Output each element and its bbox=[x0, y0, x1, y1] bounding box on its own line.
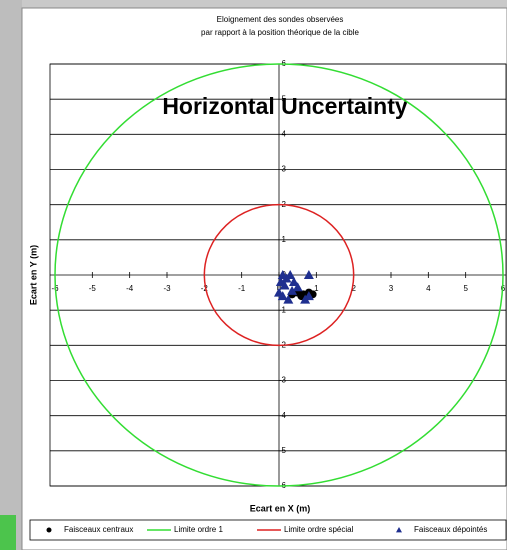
legend-label: Faisceaux centraux bbox=[64, 525, 133, 534]
y-tick-label: 1 bbox=[282, 235, 287, 244]
y-axis-label: Ecart en Y (m) bbox=[28, 245, 38, 305]
background-decoration bbox=[0, 515, 16, 550]
legend-label: Limite ordre spécial bbox=[284, 525, 354, 534]
y-tick-label: -4 bbox=[279, 411, 287, 420]
x-tick-label: 4 bbox=[426, 284, 431, 293]
y-tick-label: 4 bbox=[282, 129, 287, 138]
x-tick-label: 5 bbox=[463, 284, 468, 293]
legend-label: Faisceaux dépointés bbox=[414, 525, 487, 534]
background-panel bbox=[0, 0, 22, 550]
legend-label: Limite ordre 1 bbox=[174, 525, 223, 534]
y-tick-label: -3 bbox=[279, 376, 287, 385]
y-tick-label: -1 bbox=[279, 305, 287, 314]
x-tick-label: -3 bbox=[163, 284, 171, 293]
legend-swatch bbox=[47, 528, 52, 533]
chart-subtitle: par rapport à la position théorique de l… bbox=[201, 28, 359, 37]
chart-title: Eloignement des sondes observées bbox=[217, 15, 344, 24]
y-tick-label: -5 bbox=[279, 446, 287, 455]
annotation: Horizontal Uncertainty bbox=[162, 93, 408, 119]
chart: Eloignement des sondes observées par rap… bbox=[0, 0, 507, 550]
x-axis-label: Ecart en X (m) bbox=[250, 503, 311, 513]
x-tick-label: 3 bbox=[389, 284, 394, 293]
chart-area bbox=[22, 8, 507, 550]
x-tick-label: -5 bbox=[89, 284, 97, 293]
x-tick-label: -4 bbox=[126, 284, 134, 293]
x-tick-label: -1 bbox=[238, 284, 246, 293]
y-tick-label: 3 bbox=[282, 165, 287, 174]
